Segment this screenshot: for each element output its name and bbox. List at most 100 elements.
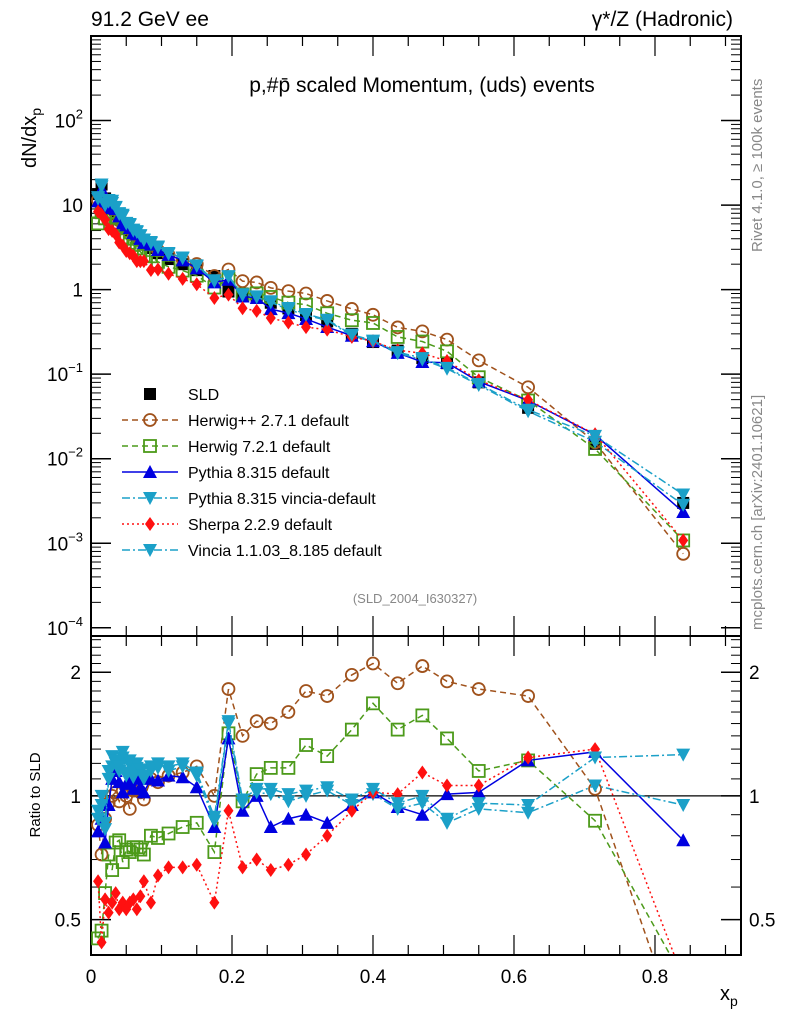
- x-tick-label: 0.8: [642, 967, 668, 988]
- ratio-point-pythia-8-315-vincia-default: [521, 806, 536, 820]
- ratio-point-sherpa-2-2-9-default: [138, 874, 149, 889]
- ratio-tick-label: 1: [70, 787, 81, 808]
- legend-label-sherpa-2-2-9-default: Sherpa 2.2.9 default: [188, 517, 333, 534]
- ratio-point-vincia-1-1-03-8-185-default: [112, 760, 127, 774]
- ratio-point-vincia-1-1-03-8-185-default: [299, 784, 314, 798]
- ratio-point-pythia-8-315-default: [235, 803, 250, 817]
- data-marks: [91, 178, 691, 985]
- point-pythia-8-315-vincia-default: [676, 498, 691, 512]
- ratio-point-herwig-7-2-1-default: [129, 840, 144, 855]
- ratio-point-sherpa-2-2-9-default: [678, 971, 688, 985]
- x-tick-label: 0.2: [219, 967, 245, 988]
- ratio-point-sherpa-2-2-9-default: [223, 803, 234, 818]
- point-vincia-1-1-03-8-185-default: [320, 313, 335, 327]
- ratio-point-pythia-8-315-default: [115, 785, 130, 799]
- point-sherpa-2-2-9-default: [523, 392, 534, 407]
- ratio-point-herwig-7-2-1-default: [366, 696, 380, 711]
- point-vincia-1-1-03-8-185-default: [207, 274, 222, 288]
- ratio-tick-label: 2: [70, 663, 81, 684]
- ratio-point-herwig-2-7-1-default: [390, 676, 405, 691]
- ratio-point-vincia-1-1-03-8-185-default: [136, 769, 151, 783]
- point-sherpa-2-2-9-default: [209, 290, 220, 305]
- ratio-point-pythia-8-315-default: [281, 811, 296, 825]
- ratio-point-vincia-1-1-03-8-185-default: [415, 789, 430, 803]
- ratio-point-pythia-8-315-default: [189, 780, 204, 794]
- point-vincia-1-1-03-8-185-default: [115, 208, 130, 222]
- x-tick-label: 0.6: [501, 967, 527, 988]
- legend-label-herwig-2-7-1-default: Herwig++ 2.7.1 default: [188, 413, 350, 430]
- y-tick-label: 10−1: [47, 360, 83, 386]
- point-herwig-2-7-1-default: [263, 280, 278, 295]
- series-line-herwig-2-7-1-default: [97, 195, 684, 555]
- ratio-point-sherpa-2-2-9-default: [145, 895, 156, 910]
- ratio-point-vincia-1-1-03-8-185-default: [175, 757, 190, 771]
- ratio-point-herwig-7-2-1-default: [175, 820, 190, 834]
- ratio-point-vincia-1-1-03-8-185-default: [94, 789, 109, 803]
- point-vincia-1-1-03-8-185-default: [365, 334, 380, 348]
- point-sherpa-2-2-9-default: [145, 263, 156, 278]
- ratio-point-herwig-2-7-1-default: [299, 684, 313, 698]
- ratio-point-herwig-7-2-1-default: [320, 749, 335, 763]
- ratio-point-pythia-8-315-default: [98, 835, 113, 849]
- point-herwig-2-7-1-default: [249, 275, 264, 290]
- ratio-point-herwig-2-7-1-default: [122, 801, 137, 816]
- legend: SLD Herwig++ 2.7.1 default Herwig 7.2.1 de…: [122, 387, 382, 560]
- point-herwig-2-7-1-default: [366, 307, 380, 322]
- ratio-point-sherpa-2-2-9-default: [301, 847, 312, 862]
- ratio-point-vincia-1-1-03-8-185-default: [249, 782, 264, 796]
- point-vincia-1-1-03-8-185-default: [263, 295, 278, 309]
- ratio-point-herwig-2-7-1-default: [281, 705, 296, 719]
- legend-marker-pythia-8-315-default: [143, 465, 157, 478]
- legend-label-pythia-8-315-default: Pythia 8.315 default: [188, 465, 330, 482]
- ratio-point-sherpa-2-2-9-default: [322, 828, 333, 843]
- ratio-point-vincia-1-1-03-8-185-default: [98, 816, 113, 830]
- header-right: γ*/Z (Hadronic): [592, 8, 733, 31]
- point-sherpa-2-2-9-default: [678, 533, 689, 548]
- legend-marker-sld: [144, 388, 156, 400]
- point-sherpa-2-2-9-default: [251, 303, 262, 318]
- point-vincia-1-1-03-8-185-default: [235, 288, 250, 302]
- point-sherpa-2-2-9-default: [283, 315, 294, 330]
- ratio-point-sherpa-2-2-9-default: [283, 857, 294, 872]
- point-herwig-2-7-1-default: [415, 324, 430, 339]
- point-vincia-1-1-03-8-185-default: [588, 429, 603, 443]
- ratio-point-vincia-1-1-03-8-185-default: [588, 751, 603, 765]
- point-vincia-1-1-03-8-185-default: [249, 290, 264, 304]
- ratio-point-vincia-1-1-03-8-185-default: [150, 757, 165, 771]
- ratio-point-herwig-7-2-1-default: [112, 833, 127, 848]
- point-vincia-1-1-03-8-185-default: [281, 302, 296, 316]
- ratio-line-herwig-2-7-1-default: [97, 662, 654, 955]
- ratio-point-vincia-1-1-03-8-185-default: [521, 799, 536, 813]
- ratio-point-vincia-1-1-03-8-185-default: [115, 745, 130, 759]
- ratio-point-vincia-1-1-03-8-185-default: [440, 812, 455, 826]
- ratio-point-herwig-2-7-1-default: [415, 659, 430, 673]
- point-sherpa-2-2-9-default: [237, 301, 248, 316]
- ratio-point-pythia-8-315-vincia-default: [281, 795, 296, 809]
- ratio-point-sherpa-2-2-9-default: [417, 765, 428, 780]
- ratio-point-vincia-1-1-03-8-185-default: [207, 810, 222, 824]
- ratio-point-pythia-8-315-default: [440, 787, 455, 801]
- point-vincia-1-1-03-8-185-default: [150, 240, 165, 254]
- ratio-point-pythia-8-315-vincia-default: [588, 779, 603, 793]
- ratio-point-herwig-7-2-1-default: [415, 708, 430, 723]
- point-herwig-2-7-1-default: [471, 353, 486, 368]
- ratio-point-sherpa-2-2-9-default: [177, 860, 188, 875]
- ratio-point-sherpa-2-2-9-default: [191, 857, 202, 872]
- ratio-point-sherpa-2-2-9-default: [209, 895, 220, 910]
- point-vincia-1-1-03-8-185-default: [143, 236, 158, 250]
- ratio-point-herwig-2-7-1-default: [235, 728, 250, 743]
- legend-marker-sherpa-2-2-9-default: [145, 517, 155, 531]
- ratio-point-pythia-8-315-default: [150, 773, 165, 787]
- ratio-point-herwig-7-2-1-default: [390, 722, 405, 737]
- ratio-point-herwig-7-2-1-default: [249, 767, 264, 781]
- ratio-point-herwig-7-2-1-default: [299, 738, 313, 752]
- ratio-point-herwig-7-2-1-default: [136, 847, 151, 862]
- ratio-axis-label: Ratio to SLD: [27, 752, 44, 837]
- ratio-point-vincia-1-1-03-8-185-default: [221, 715, 236, 729]
- ratio-point-sherpa-2-2-9-default: [103, 905, 114, 920]
- ratio-point-sherpa-2-2-9-default: [346, 803, 357, 818]
- x-tick-label: 0.4: [360, 967, 387, 988]
- point-herwig-2-7-1-default: [676, 546, 691, 561]
- ratio-point-pythia-8-315-default: [320, 815, 335, 829]
- ratio-point-sherpa-2-2-9-default: [442, 778, 453, 793]
